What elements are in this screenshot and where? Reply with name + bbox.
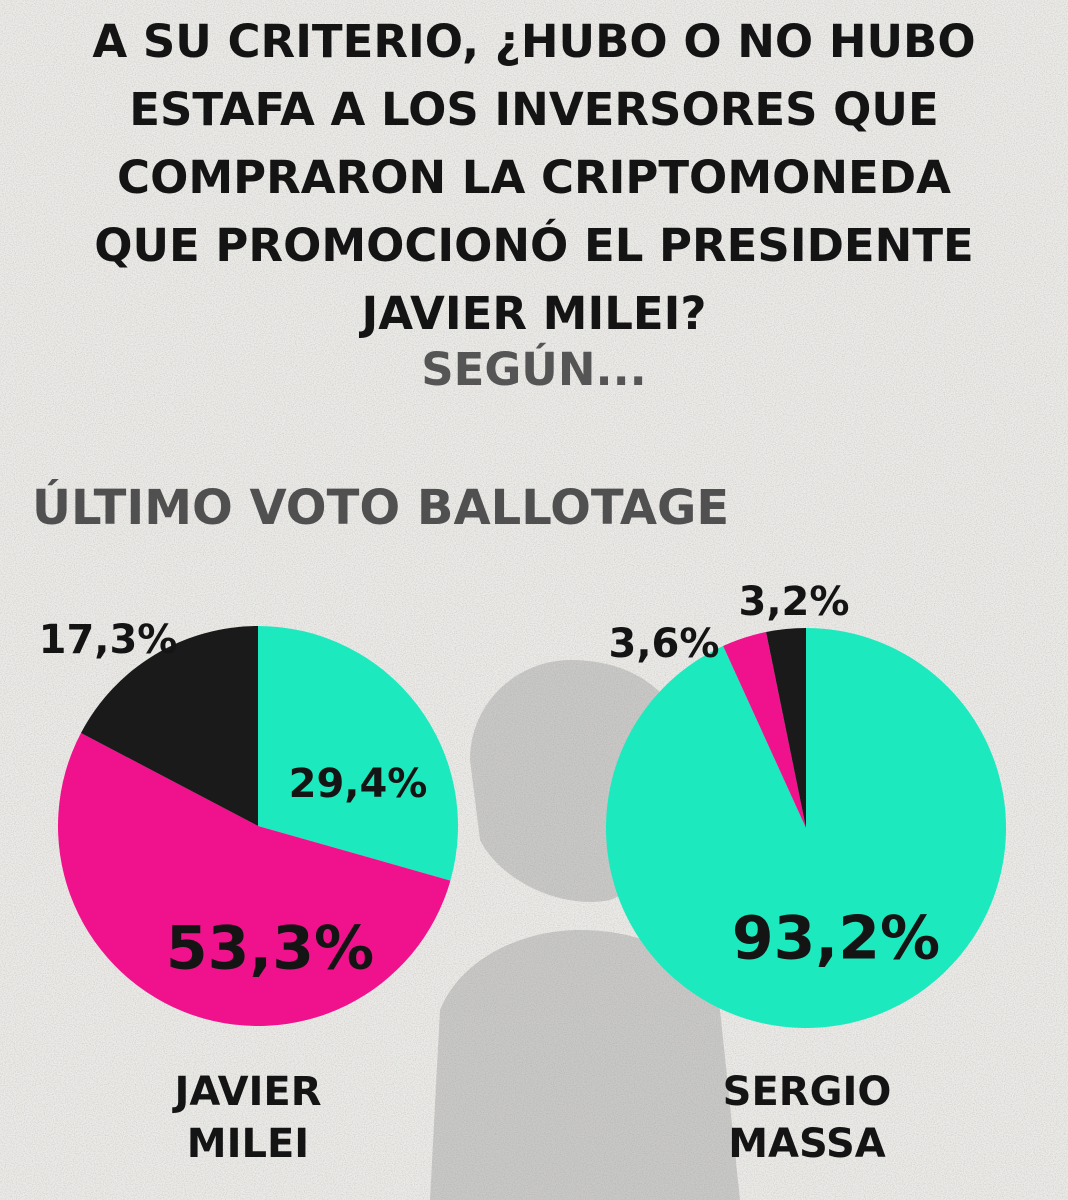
title-line: ESTAFA A LOS INVERSORES QUE	[129, 83, 939, 136]
title-line: A SU CRITERIO, ¿HUBO O NO HUBO	[92, 15, 976, 68]
pie-slice	[606, 628, 1007, 1028]
title-line: QUE PROMOCIONÓ EL PRESIDENTE	[94, 219, 974, 272]
candidate-label-line: SERGIO	[722, 1069, 892, 1115]
pie-slice	[258, 626, 459, 881]
subtitle: SEGÚN...	[421, 343, 647, 396]
question-title: A SU CRITERIO, ¿HUBO O NO HUBO ESTAFA A …	[0, 8, 1068, 348]
slice-data-label: 3,6%	[609, 621, 720, 667]
candidate-label-massa: SERGIO MASSA	[647, 1066, 967, 1170]
pie-slice	[766, 628, 806, 828]
title-line: JAVIER MILEI?	[361, 287, 707, 340]
slice-data-label: 3,2%	[739, 579, 850, 625]
section-label: ÚLTIMO VOTO BALLOTAGE	[32, 480, 730, 536]
portrait-silhouette	[430, 660, 740, 1200]
pie-chart-milei: 29,4% 53,3% 17,3%	[39, 617, 459, 1026]
pie-slice	[57, 732, 451, 1026]
slice-data-label: 93,2%	[732, 904, 940, 974]
slice-data-label: 17,3%	[39, 617, 178, 663]
pie-slice	[80, 626, 258, 826]
title-line: COMPRARON LA CRIPTOMONEDA	[117, 151, 951, 204]
slice-data-label: 29,4%	[289, 761, 428, 807]
candidate-label-line: JAVIER	[174, 1069, 322, 1115]
candidate-label-milei: JAVIER MILEI	[88, 1066, 408, 1170]
pie-slice	[723, 632, 806, 828]
slice-data-label: 53,3%	[166, 914, 374, 984]
candidate-label-line: MASSA	[728, 1121, 886, 1167]
candidate-label-line: MILEI	[186, 1121, 310, 1167]
pie-chart-massa: 93,2% 3,6% 3,2%	[606, 579, 1007, 1028]
